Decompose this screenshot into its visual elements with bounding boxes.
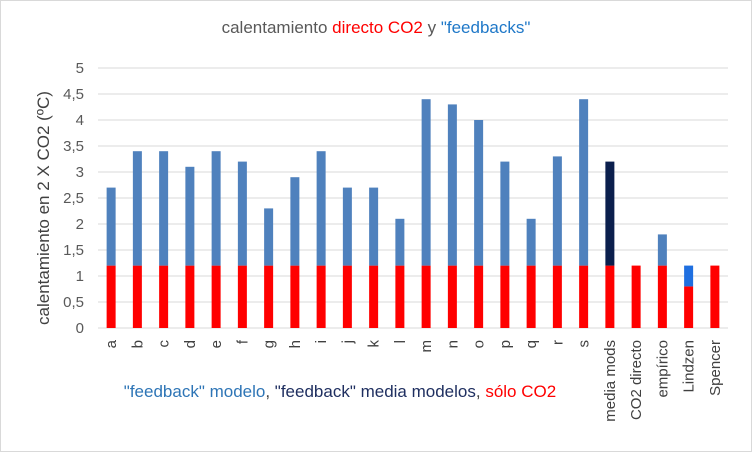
y-tick-label: 0,5 (63, 294, 84, 311)
bar-segment (342, 265, 352, 328)
y-tick-label: 4,5 (63, 86, 84, 103)
bar-segment (211, 265, 221, 328)
bar-segment (159, 265, 169, 328)
x-tick-label: k (366, 340, 383, 348)
x-tick-label: l (392, 340, 409, 343)
bar-segment (684, 265, 694, 287)
x-tick-label: empírico (654, 340, 671, 398)
bar-segment (710, 265, 720, 328)
x-tick-label: Lindzen (681, 340, 698, 393)
x-tick-label: r (549, 340, 566, 345)
y-tick-label: 2,5 (63, 190, 84, 207)
bar-segment (369, 187, 379, 266)
bar-segment (552, 265, 562, 328)
bar-segment (447, 265, 457, 328)
title-part: calentamiento (221, 18, 333, 37)
bar-segment (526, 218, 536, 266)
bar-segment (211, 151, 221, 266)
y-tick-label: 3 (76, 164, 84, 181)
bar-segment (421, 99, 431, 266)
y-tick-label: 4 (76, 112, 84, 129)
x-tick-label: g (261, 340, 278, 348)
y-tick-label: 3,5 (63, 138, 84, 155)
bar-segment (369, 265, 379, 328)
bar-segment (605, 161, 615, 266)
x-tick-label: j (339, 340, 356, 344)
y-tick-label: 0 (76, 320, 84, 337)
x-tick-label: a (103, 339, 120, 348)
x-tick-label: n (444, 340, 461, 348)
legend-item: "feedback" modelo (123, 382, 266, 401)
y-tick-label: 1 (76, 268, 84, 285)
bar-segment (474, 120, 484, 266)
bar-segment (684, 286, 694, 328)
legend-item: "feedback" media modelos (274, 382, 476, 401)
bar-segment (237, 265, 247, 328)
bar-segment (474, 265, 484, 328)
bar-segment (316, 265, 326, 328)
bar-segment (447, 104, 457, 266)
title-part: "feedbacks" (440, 18, 531, 37)
x-tick-label: i (313, 340, 330, 343)
bar-segment (132, 151, 142, 266)
y-tick-label: 1,5 (63, 242, 84, 259)
title-part: y (422, 18, 441, 37)
x-tick-label: media mods (602, 340, 619, 422)
bar-segment (132, 265, 142, 328)
x-tick-label: b (129, 340, 146, 348)
bar-segment (185, 265, 195, 328)
bar-segment (290, 265, 300, 328)
bar-segment (526, 265, 536, 328)
bar-segment (290, 177, 300, 266)
bar-segment (395, 218, 405, 266)
x-tick-label: CO2 directo (628, 340, 645, 420)
x-tick-label: f (234, 339, 251, 344)
bar-segment (421, 265, 431, 328)
x-tick-label: m (418, 340, 435, 353)
bar-segment (159, 151, 169, 266)
bar-segment (500, 161, 510, 266)
bar-segment (657, 265, 667, 328)
legend-item: sólo CO2 (485, 382, 557, 401)
x-tick-label: s (576, 340, 593, 348)
chart-title: calentamiento directo CO2 y "feedbacks" (0, 18, 752, 38)
bar-segment (106, 265, 116, 328)
bar-segment (657, 234, 667, 266)
x-tick-label: e (208, 340, 225, 348)
bar-segment (342, 187, 352, 266)
title-part: directo CO2 (332, 18, 423, 37)
y-tick-label: 5 (76, 60, 84, 77)
x-tick-label: p (497, 340, 514, 348)
y-tick-label: 2 (76, 216, 84, 233)
bar-segment (185, 166, 195, 266)
legend-separator: , (265, 382, 275, 401)
bar-segment (579, 265, 589, 328)
bar-segment (264, 265, 274, 328)
bar-segment (579, 99, 589, 266)
bar-segment (316, 151, 326, 266)
legend: "feedback" modelo, "feedback" media mode… (0, 382, 680, 402)
x-tick-label: d (182, 340, 199, 348)
bar-segment (395, 265, 405, 328)
x-tick-label: c (156, 340, 173, 348)
bar-segment (106, 187, 116, 266)
bar-segment (237, 161, 247, 266)
legend-separator: , (475, 382, 486, 401)
bar-segment (500, 265, 510, 328)
bar-segment (264, 208, 274, 266)
bar-segment (631, 265, 641, 328)
x-tick-label: h (287, 340, 304, 348)
x-tick-label: o (471, 340, 488, 348)
x-tick-label: q (523, 340, 540, 348)
bar-segment (552, 156, 562, 266)
x-tick-label: Spencer (707, 340, 724, 396)
bar-segment (605, 265, 615, 328)
